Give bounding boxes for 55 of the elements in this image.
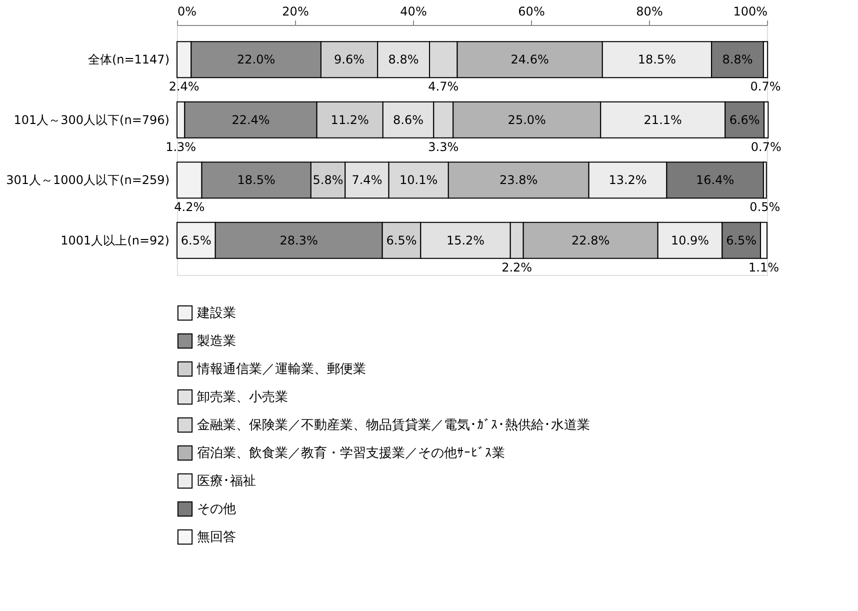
- data-label: 21.1%: [644, 112, 682, 127]
- x-tick-label: 100%: [733, 4, 768, 18]
- legend-label: 医療･福祉: [197, 474, 256, 489]
- data-label: 1.1%: [748, 260, 780, 274]
- data-label: 22.0%: [236, 52, 276, 67]
- x-tick-label: 80%: [636, 4, 663, 18]
- legend-label: 製造業: [197, 334, 236, 349]
- legend-label: 情報通信業／運輸業、郵便業: [196, 362, 366, 377]
- data-label: 2.2%: [502, 260, 532, 274]
- legend-label: 建設業: [196, 306, 236, 321]
- data-label: 22.4%: [232, 112, 270, 127]
- legend-label: その他: [197, 502, 236, 517]
- data-label: 25.0%: [508, 112, 546, 127]
- data-label: 3.3%: [428, 140, 459, 154]
- x-tick-label: 40%: [400, 4, 427, 18]
- y-tick-label: 1001人以上(n=92): [60, 233, 170, 248]
- data-label: 10.1%: [400, 173, 438, 188]
- data-label: 4.2%: [174, 200, 205, 214]
- legend-label: 金融業、保険業／不動産業、物品賃貸業／電気･ｶﾞｽ･熱供給･水道業: [197, 417, 590, 433]
- legend-label: 宿泊業、飲食業／教育・学習支援業／その他ｻｰﾋﾞｽ業: [197, 445, 505, 461]
- data-label: 28.3%: [280, 233, 318, 248]
- data-label: 0.7%: [750, 80, 781, 94]
- x-tick-label: 20%: [282, 4, 309, 18]
- x-tick-label: 0%: [178, 4, 197, 18]
- data-label: 10.9%: [670, 233, 710, 248]
- y-tick-label: 301人～1000人以下(n=259): [6, 173, 170, 188]
- data-label: 23.8%: [500, 173, 538, 188]
- data-label: 2.4%: [168, 80, 200, 94]
- data-label: 16.4%: [696, 173, 734, 188]
- data-label: 1.3%: [166, 140, 196, 154]
- data-label: 18.5%: [638, 52, 676, 67]
- x-tick-label: 60%: [518, 4, 545, 18]
- y-tick-label: 101人～300人以下(n=796): [14, 112, 170, 127]
- legend-label: 無回答: [197, 530, 236, 545]
- data-label: 8.8%: [388, 52, 419, 67]
- legend-label: 卸売業、小売業: [197, 390, 288, 405]
- data-label: 0.5%: [750, 200, 780, 214]
- data-label: 8.8%: [722, 52, 753, 67]
- data-label: 6.5%: [180, 233, 212, 248]
- data-label: 6.6%: [729, 112, 760, 127]
- data-label: 6.5%: [386, 233, 417, 248]
- data-label: 7.4%: [352, 173, 382, 188]
- data-label: 11.2%: [330, 112, 369, 127]
- data-label: 22.8%: [572, 233, 610, 248]
- data-label: 15.2%: [446, 233, 485, 248]
- data-label: 0.7%: [750, 140, 782, 154]
- data-label: 13.2%: [608, 173, 647, 188]
- data-label: 6.5%: [726, 233, 757, 248]
- data-label: 9.6%: [334, 52, 365, 67]
- data-label: 24.6%: [510, 52, 549, 67]
- data-label: 18.5%: [237, 173, 276, 188]
- data-label: 4.7%: [428, 80, 459, 94]
- y-tick-label: 全体(n=1147): [88, 52, 170, 67]
- data-label: 5.8%: [312, 173, 344, 188]
- data-label: 8.6%: [393, 112, 424, 127]
